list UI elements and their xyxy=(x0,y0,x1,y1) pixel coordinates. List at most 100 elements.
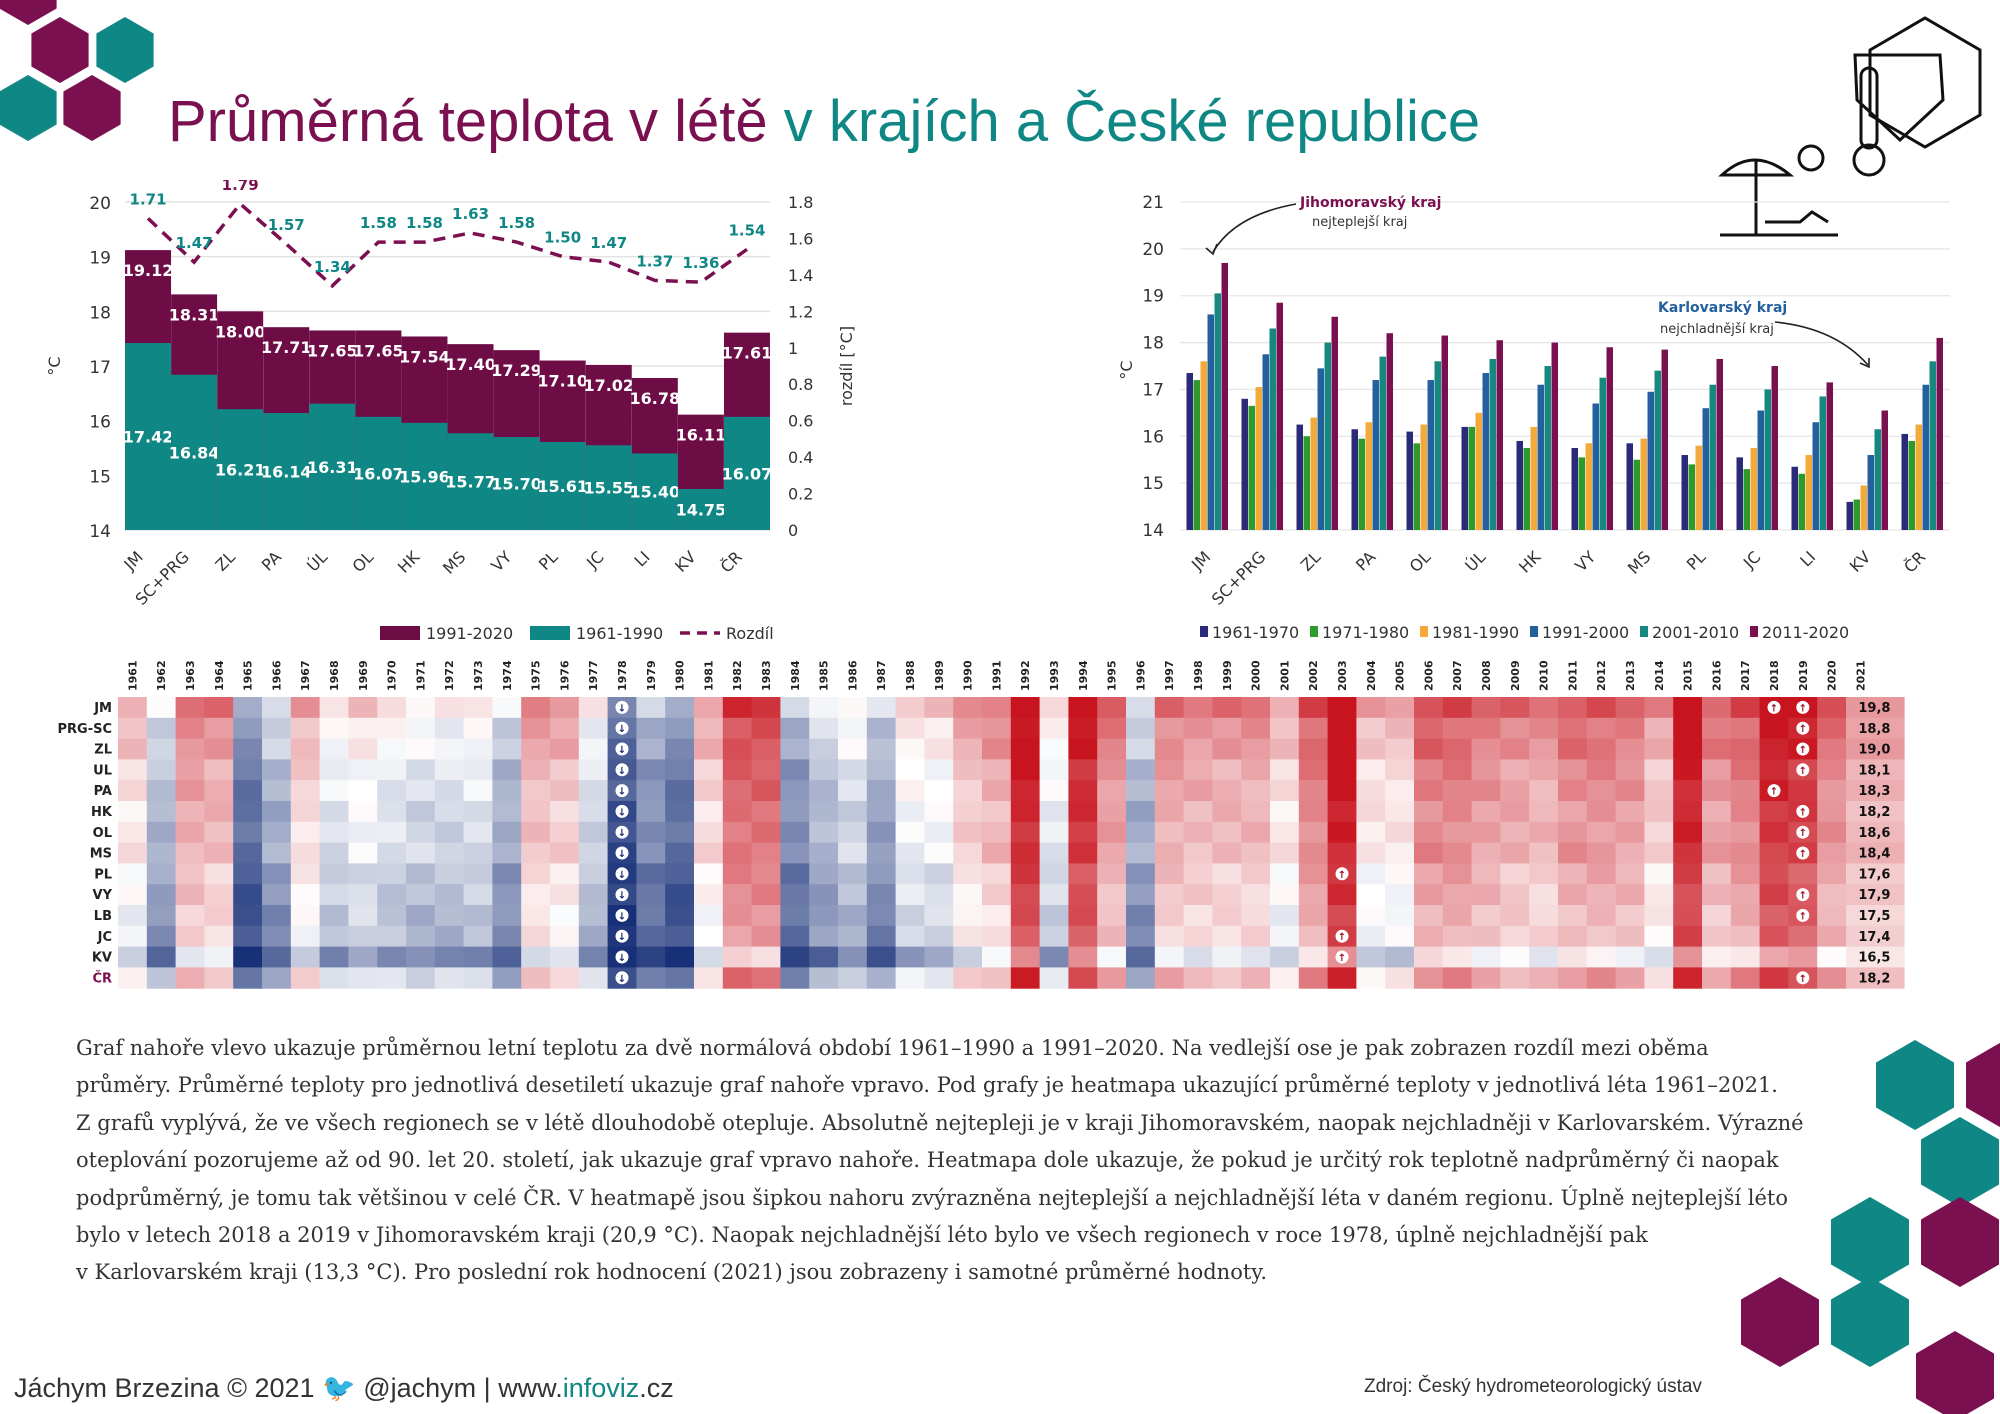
heatmap-cell xyxy=(1241,780,1271,802)
heatmap-cell xyxy=(982,925,1012,948)
heatmap-cell xyxy=(1702,967,1732,989)
heatmap-cell xyxy=(1270,946,1300,968)
heatmap-cell xyxy=(204,821,234,844)
y-tick-label: 19 xyxy=(1142,287,1164,307)
y-tick-label: 16 xyxy=(89,413,111,433)
bar-value-1961-1990: 14.75 xyxy=(676,501,727,520)
heatmap-cell xyxy=(1270,925,1300,948)
heatmap-cell xyxy=(146,780,177,802)
heatmap-cell xyxy=(809,717,839,740)
heatmap-cell xyxy=(1097,884,1127,906)
heatmap-cell xyxy=(1126,842,1156,864)
heatmap-cell xyxy=(1068,759,1098,781)
heatmap-cell xyxy=(924,759,954,781)
website-link[interactable]: www.infoviz.cz xyxy=(498,1373,674,1403)
heatmap-cell xyxy=(1615,925,1645,948)
year-label: 2006 xyxy=(1422,660,1435,691)
year-label: 1992 xyxy=(1019,660,1032,691)
heatmap-cell xyxy=(866,738,897,760)
heatmap-cell xyxy=(434,863,465,885)
year-label: 2005 xyxy=(1394,660,1407,691)
heatmap-cell xyxy=(262,884,292,906)
heatmap-cell xyxy=(1039,946,1069,968)
decade-bar xyxy=(1331,316,1338,530)
heatmap-cell xyxy=(204,759,234,781)
legend-label: 1981-1990 xyxy=(1432,623,1519,642)
decade-bar xyxy=(1860,485,1867,530)
heatmap-cell xyxy=(521,946,551,968)
heatmap-cell xyxy=(1385,697,1415,719)
heatmap-cell xyxy=(866,884,897,906)
x-tick-label: JM xyxy=(120,547,147,574)
decade-bar xyxy=(1757,410,1764,530)
heatmap-cell xyxy=(1702,863,1732,885)
heatmap-cell xyxy=(578,946,609,968)
bar-1961-1990 xyxy=(631,453,678,530)
heatmap-cell xyxy=(1788,946,1818,968)
hexagon-shape xyxy=(0,75,57,141)
heatmap-cell xyxy=(1068,863,1098,885)
heatmap-cell xyxy=(809,842,839,864)
heatmap-cell xyxy=(1356,738,1386,760)
heatmap-cell xyxy=(866,863,897,885)
heatmap-cell xyxy=(982,905,1012,927)
heatmap-cell xyxy=(1817,697,1847,719)
heatmap-cell xyxy=(1183,738,1213,760)
heatmap-cell xyxy=(233,821,263,844)
heatmap-cell xyxy=(1558,863,1588,885)
heatmap-cell xyxy=(665,738,695,760)
heatmap-cell xyxy=(233,717,263,740)
heatmap-cell xyxy=(1817,717,1847,740)
heatmap-cell xyxy=(665,780,695,802)
decade-bar xyxy=(1434,361,1441,530)
heatmap-cell xyxy=(521,759,551,781)
heatmap-cell xyxy=(434,821,465,844)
coldest-marker xyxy=(615,784,629,798)
heatmap-cell xyxy=(1702,801,1732,823)
year-label: 1987 xyxy=(875,660,888,691)
heatmap-cell xyxy=(1327,801,1357,823)
heatmap-cell xyxy=(1759,717,1789,740)
heatmap-cell xyxy=(118,717,148,740)
heatmap-cell xyxy=(319,905,349,927)
heatmap-cell xyxy=(406,780,436,802)
heatmap-cell xyxy=(1586,780,1617,802)
heatmap-cell xyxy=(1154,946,1185,968)
heatmap-cell xyxy=(809,863,839,885)
diff-value-label: 1.79 xyxy=(222,180,259,194)
heatmap-cell xyxy=(665,842,695,864)
heatmap-cell xyxy=(809,738,839,760)
heatmap-cell xyxy=(1730,780,1761,802)
heatmap-cell xyxy=(550,925,580,948)
heatmap-cell xyxy=(722,905,753,927)
heatmap-cell xyxy=(262,842,292,864)
heatmap-cell xyxy=(262,946,292,968)
down-arrow-icon: ↓ xyxy=(618,787,626,798)
heatmap-cell xyxy=(175,863,205,885)
heatmap-cell xyxy=(1154,759,1185,781)
heatmap-cell xyxy=(550,759,580,781)
heatmap-cell xyxy=(1500,738,1530,760)
heatmap-cell xyxy=(1529,697,1559,719)
heatmap-cell xyxy=(1183,905,1213,927)
heatmap-cell xyxy=(290,905,321,927)
year-label: 1988 xyxy=(904,660,917,691)
heatmap-cell xyxy=(1356,884,1386,906)
heatmap-cell xyxy=(895,905,925,927)
year-label: 2010 xyxy=(1538,660,1551,691)
heatmap-cell xyxy=(809,905,839,927)
heatmap-cell xyxy=(953,863,983,885)
hottest-marker xyxy=(1335,950,1349,964)
last-year-value: 16,5 xyxy=(1858,951,1890,966)
heatmap-cell xyxy=(1385,842,1415,864)
heatmap-cell xyxy=(1097,842,1127,864)
heatmap-cell xyxy=(1010,967,1041,989)
twitter-handle[interactable]: @jachym xyxy=(363,1373,477,1403)
heatmap-cell xyxy=(578,821,609,844)
heatmap-cell xyxy=(694,801,724,823)
heatmap-cell xyxy=(1010,884,1041,906)
heatmap-cell xyxy=(1730,801,1761,823)
heatmap-cell xyxy=(1644,780,1674,802)
heatmap-cell xyxy=(146,863,177,885)
heatmap-cell xyxy=(722,717,753,740)
